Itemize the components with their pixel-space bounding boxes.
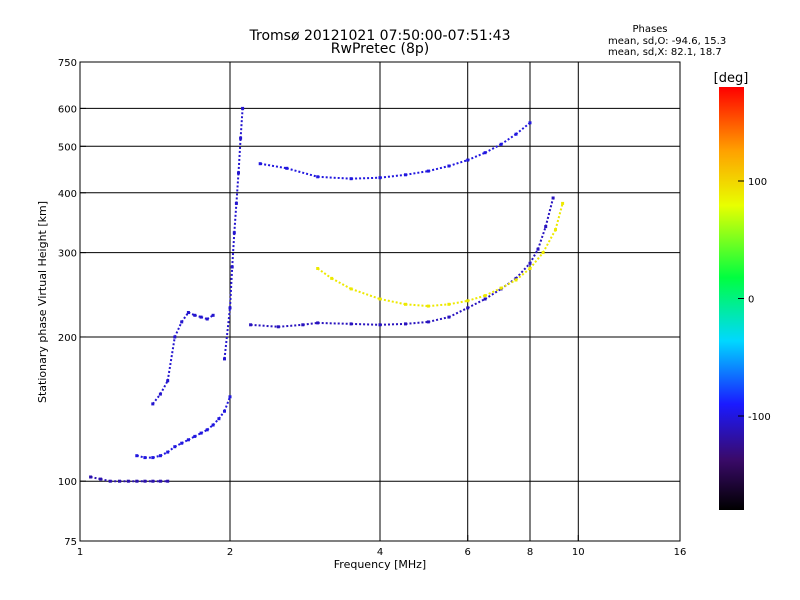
- y-tick-label: 100: [58, 477, 77, 488]
- trace-segment: [167, 445, 176, 453]
- x-tick-label: 16: [674, 547, 687, 558]
- trace-segment: [428, 165, 450, 173]
- x-tick-label: 10: [572, 547, 585, 558]
- trace-segment: [529, 251, 544, 270]
- trace-segment: [379, 298, 406, 306]
- trace-segment: [239, 108, 244, 139]
- trace-segment: [166, 336, 176, 381]
- trace-segment: [317, 175, 352, 180]
- colorbar-tick-label: -100: [748, 412, 771, 423]
- x-tick-label: 6: [465, 547, 471, 558]
- y-tick-label: 750: [58, 58, 77, 69]
- x-tick-label: 4: [377, 547, 383, 558]
- trace-segment: [187, 435, 196, 441]
- y-axis-label: Stationary phase Virtual Height [km]: [36, 201, 49, 403]
- echo-point: [528, 121, 532, 125]
- trace-segment: [554, 203, 564, 230]
- trace-segment: [542, 229, 557, 254]
- trace-segment: [500, 133, 517, 146]
- trace-segment: [159, 380, 169, 395]
- echo-point: [561, 201, 565, 205]
- trace-segment: [467, 151, 486, 162]
- y-tick-label: 600: [58, 104, 77, 115]
- trace-segment: [231, 232, 236, 268]
- trace-segment: [174, 442, 183, 448]
- colorbar-ticks: 100 0 -100: [738, 177, 771, 423]
- trace-segment: [260, 162, 287, 170]
- echo-point: [241, 106, 245, 110]
- trace-segment: [173, 321, 183, 338]
- trace-segment: [448, 307, 469, 318]
- echo-point: [166, 479, 170, 483]
- chart-subtitle: RwPretec (8p): [331, 41, 429, 57]
- trace-segment: [515, 262, 531, 280]
- y-tick-label: 300: [58, 249, 77, 260]
- colorbar-label: [deg]: [714, 71, 749, 86]
- trace-segment: [515, 267, 531, 281]
- trace-segment: [544, 197, 555, 227]
- trace-segment: [100, 478, 111, 483]
- trace-segment: [379, 322, 406, 326]
- grid-lines: [80, 62, 680, 541]
- axis-ticks: 1 2 4 6 8 10 16 75 100 200 300 400 500 600 750: [58, 58, 686, 558]
- trace-segment: [500, 279, 517, 289]
- trace-segment: [223, 396, 231, 412]
- echo-point: [551, 196, 555, 200]
- echo-point: [228, 395, 232, 399]
- trace-segment: [286, 167, 318, 178]
- echo-points: [89, 106, 565, 483]
- x-tick-label: 2: [227, 547, 233, 558]
- trace-segment: [484, 288, 502, 300]
- trace-segment: [467, 298, 486, 309]
- x-tick-label: 8: [527, 547, 533, 558]
- y-tick-label: 75: [64, 537, 77, 548]
- trace-segment: [159, 451, 169, 457]
- trace-segment: [448, 299, 468, 306]
- trace-segment: [223, 307, 231, 360]
- trace-segment: [206, 424, 214, 431]
- y-tick-label: 500: [58, 142, 77, 153]
- trace-segment: [278, 323, 303, 328]
- trace-segment: [467, 294, 486, 302]
- trace-segment: [529, 248, 539, 264]
- chart-title: Tromsø 20121021 07:50:00-07:51:43: [249, 28, 511, 44]
- trace-segment: [428, 316, 450, 323]
- trace-segment: [152, 454, 161, 459]
- x-tick-label: 1: [77, 547, 83, 558]
- trace-segment: [237, 138, 242, 173]
- y-tick-label: 200: [58, 333, 77, 344]
- trace-segment: [218, 410, 226, 420]
- trace-segment: [212, 418, 220, 426]
- trace-segment: [90, 476, 101, 481]
- trace-segment: [484, 287, 502, 297]
- trace-segment: [180, 311, 190, 323]
- trace-segment: [229, 266, 234, 308]
- plot-area: 1 2 4 6 8 10 16 75 100 200 300 400 500 600 750: [58, 58, 686, 558]
- trace-segment: [448, 159, 468, 167]
- y-tick-label: 400: [58, 189, 77, 200]
- trace-segment: [350, 287, 381, 300]
- trace-segment: [379, 173, 406, 179]
- trace-segment: [235, 172, 240, 204]
- trace-segment: [515, 122, 531, 135]
- trace-segment: [317, 321, 352, 325]
- stats-o-mode: mean, sd,O: -94.6, 15.3: [608, 36, 726, 47]
- stats-heading: Phases: [632, 24, 667, 35]
- trace-segment: [484, 143, 502, 154]
- trace-segment: [136, 454, 146, 459]
- trace-segment: [351, 176, 381, 180]
- trace-segment: [302, 321, 318, 326]
- trace-segment: [428, 303, 449, 308]
- colorbar-tick-label: 0: [748, 295, 754, 306]
- trace-segment: [181, 438, 189, 445]
- colorbar-tick-label: 100: [748, 177, 767, 188]
- echo-point: [211, 313, 215, 317]
- trace-segment: [250, 323, 279, 328]
- x-axis-label: Frequency [MHz]: [334, 558, 426, 571]
- trace-segment: [351, 322, 381, 326]
- stats-x-mode: mean, sd,X: 82.1, 18.7: [608, 47, 722, 58]
- trace-segment: [317, 267, 333, 280]
- trace-segment: [233, 203, 238, 233]
